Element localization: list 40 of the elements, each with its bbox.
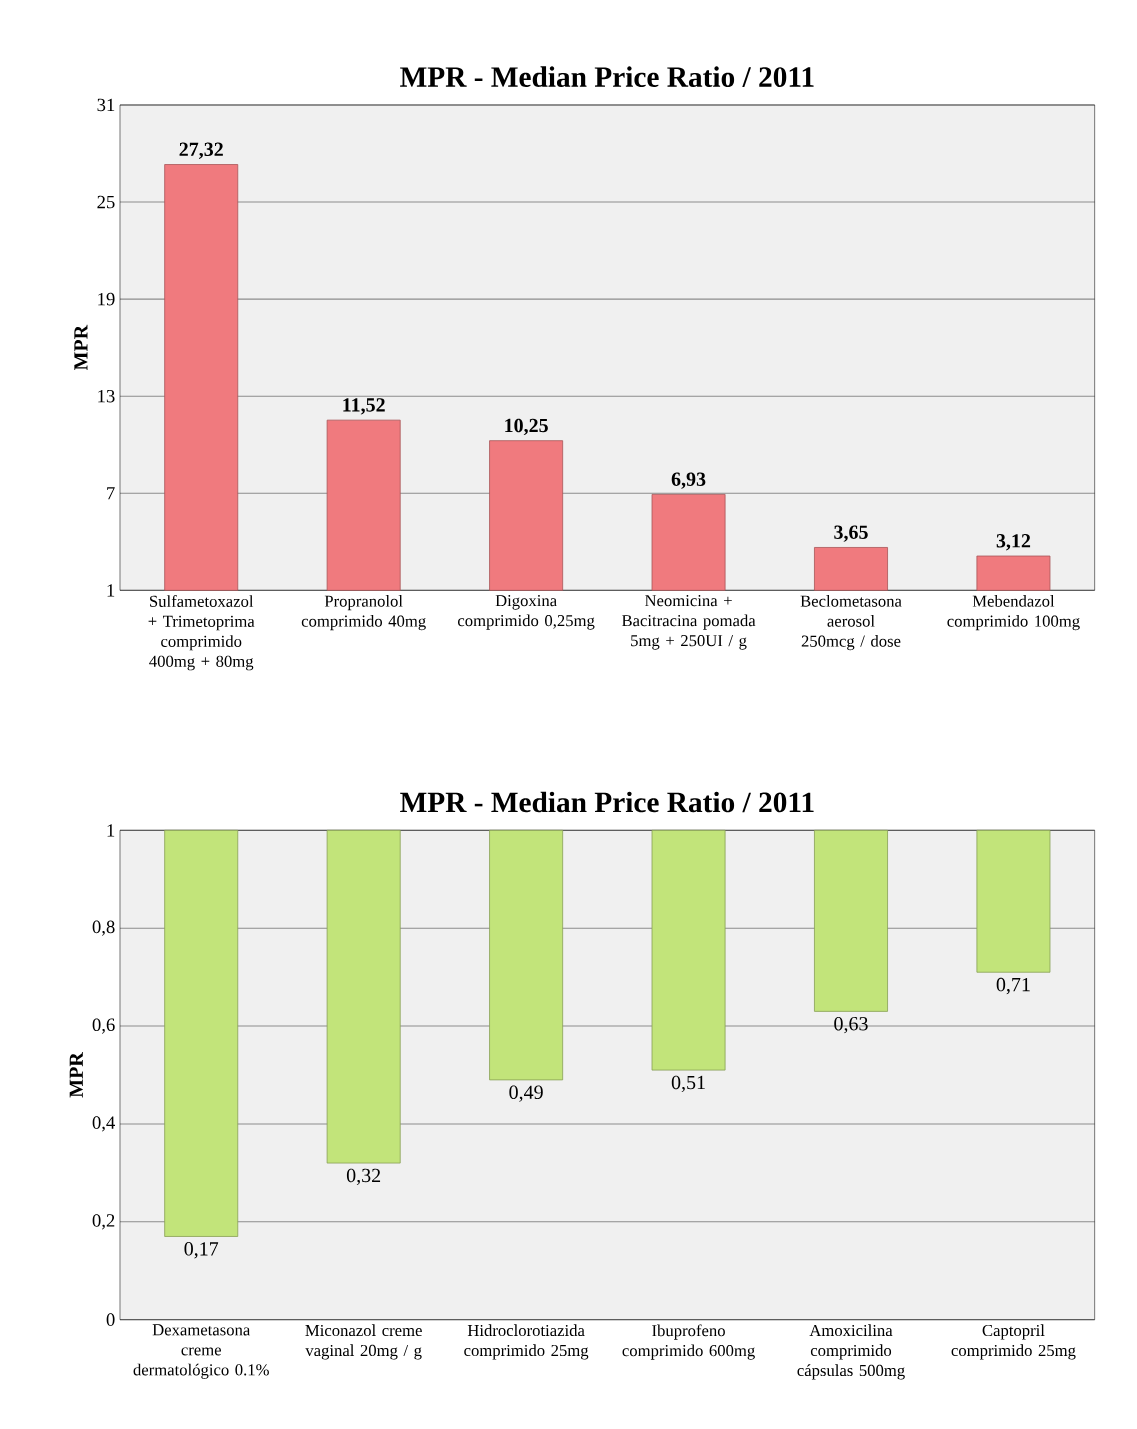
- x-tick-label: Sulfametoxazol + Trimetoprima comprimido 400mg + 80mg: [148, 595, 255, 671]
- data-label: 0,49: [509, 1085, 543, 1102]
- data-label: 27,32: [179, 142, 223, 159]
- y-tick-label: 0,4: [92, 1116, 116, 1132]
- x-tick-label: Neomicina + Bacitracina pomada 5mg + 250UI / g: [621, 595, 756, 650]
- y-tick-label: 19: [98, 292, 115, 306]
- data-label: 11,52: [343, 398, 385, 415]
- y-tick-label: 25: [97, 195, 115, 209]
- data-label: 3,12: [996, 534, 1031, 551]
- data-label: 0,71: [996, 977, 1030, 995]
- y-tick-label: 0,6: [92, 1018, 115, 1034]
- x-tick-label: Captopril comprimido 25mg: [951, 1324, 1076, 1360]
- x-tick-label: Ibuprofeno comprimido 600mg: [622, 1324, 755, 1360]
- y-axis-title: MPR: [69, 1052, 83, 1098]
- chart-title: MPR - Median Price Ratio / 2011: [400, 66, 814, 87]
- x-tick-label: Propranolol comprimido 40mg: [301, 595, 426, 631]
- y-tick-label: 7: [107, 487, 115, 500]
- data-label: 10,25: [505, 418, 548, 436]
- y-tick-label: 13: [98, 389, 115, 403]
- x-tick-label: Amoxicilina comprimido cápsulas 500mg: [797, 1324, 905, 1380]
- x-tick-label: Beclometasona aerosol 250mcg / dose: [800, 595, 902, 651]
- x-tick-label: Digoxina comprimido 0,25mg: [457, 595, 595, 630]
- x-tick-label: Dexametasona creme dermatológico 0.1%: [133, 1324, 269, 1379]
- data-label: 6,93: [671, 472, 706, 489]
- y-tick-label: 31: [97, 98, 115, 112]
- data-label: 0,63: [834, 1016, 868, 1034]
- x-tick-label: Mebendazol comprimido 100mg: [947, 595, 1080, 631]
- y-tick-label: 0,8: [92, 920, 115, 936]
- y-tick-label: 0,2: [92, 1214, 115, 1230]
- chart-title: MPR - Median Price Ratio / 2011: [400, 791, 814, 813]
- x-tick-label: Hidroclorotiazida comprimido 25mg: [464, 1324, 589, 1360]
- y-axis-title: MPR: [74, 324, 88, 371]
- y-tick-label: 1: [107, 824, 115, 837]
- data-label: 0,17: [184, 1242, 219, 1259]
- data-label: 0,32: [346, 1168, 381, 1186]
- y-tick-label: 1: [107, 584, 115, 597]
- x-tick-label: Miconazol creme vaginal 20mg / g: [305, 1324, 422, 1360]
- data-label: 0,51: [671, 1075, 705, 1093]
- data-label: 3,65: [834, 525, 868, 542]
- y-tick-label: 0: [106, 1313, 115, 1326]
